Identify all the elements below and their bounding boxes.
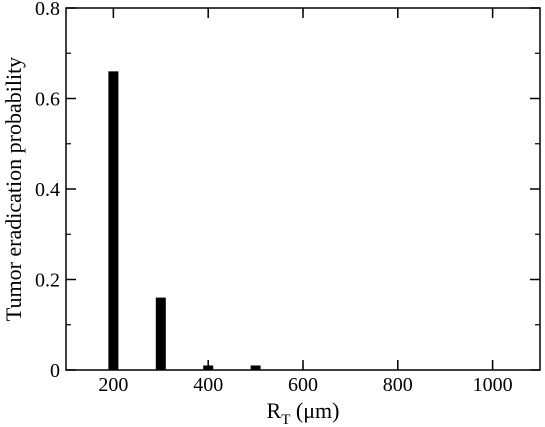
y-tick-label: 0.6 — [35, 89, 60, 111]
x-axis-label: RT (μm) — [267, 398, 340, 427]
y-tick-label: 0.2 — [35, 270, 60, 292]
x-ticks-group: 200 400 600 800 1000 — [98, 8, 513, 396]
plot-frame — [65, 7, 541, 371]
y-tick-label: 0.8 — [35, 0, 60, 20]
x-tick-label: 800 — [383, 374, 413, 396]
y-ticks-group: 0 0.2 0.4 0.6 0.8 — [35, 0, 540, 382]
y-tick-label: 0 — [50, 360, 60, 382]
bar-200 — [108, 71, 119, 370]
x-tick-label: 600 — [288, 374, 318, 396]
y-axis-label: Tumor eradication probability — [1, 57, 26, 321]
y-tick-label: 0.4 — [35, 179, 60, 201]
bar-500 — [250, 365, 261, 370]
x-axis-label-subscript: T — [281, 412, 290, 427]
x-axis-label-main: R — [267, 398, 282, 423]
x-tick-label: 1000 — [473, 374, 513, 396]
bars-group — [108, 71, 261, 370]
bar-300 — [155, 297, 166, 370]
x-tick-label: 200 — [98, 374, 128, 396]
x-axis-label-unit: (μm) — [290, 398, 339, 423]
x-tick-label: 400 — [193, 374, 223, 396]
